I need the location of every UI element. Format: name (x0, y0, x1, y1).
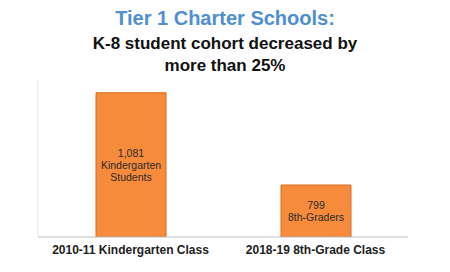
svg-text:7998th-Graders: 7998th-Graders (288, 199, 344, 223)
svg-text:1,081KindergartenStudents: 1,081KindergartenStudents (101, 147, 161, 183)
svg-text:2018-19 8th-Grade Class: 2018-19 8th-Grade Class (246, 243, 386, 257)
html-text:Tier 1 Charter Schools:: Tier 1 Charter Schools: (115, 7, 335, 29)
svg-text:2010-11 Kindergarten Class: 2010-11 Kindergarten Class (52, 243, 209, 257)
html-text:K-8 student cohort decreased b: K-8 student cohort decreased by more tha… (92, 34, 358, 75)
